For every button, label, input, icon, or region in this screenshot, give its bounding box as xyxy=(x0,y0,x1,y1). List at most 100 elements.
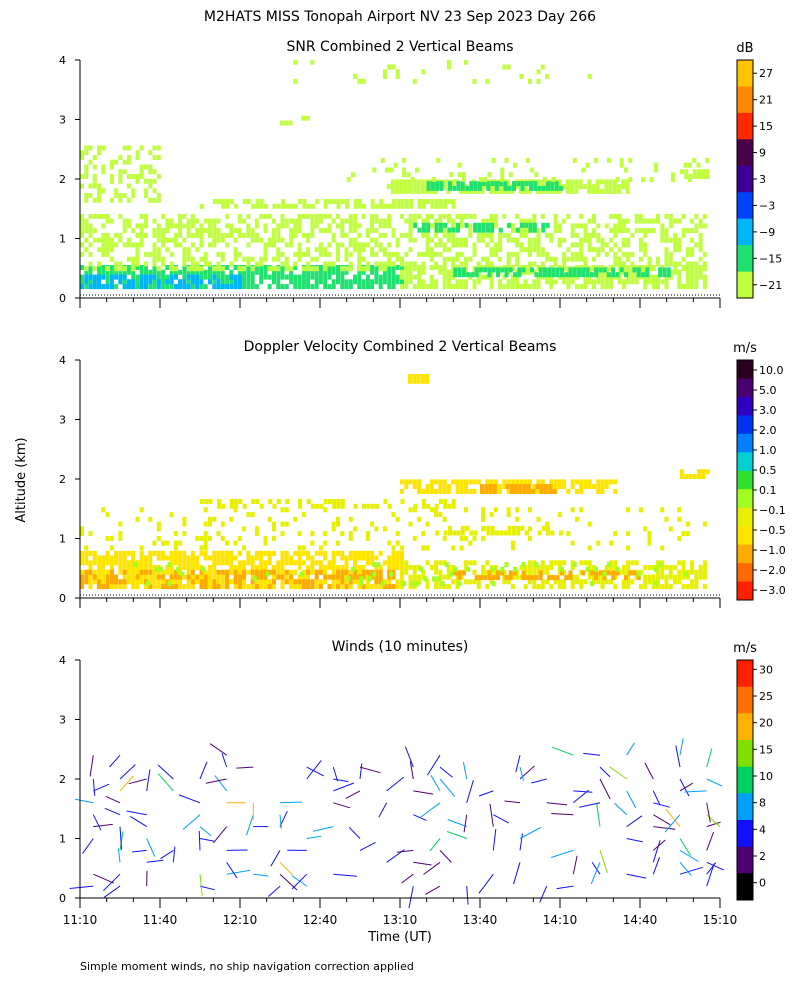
data-cell xyxy=(174,579,178,584)
wind-barb xyxy=(676,746,680,768)
data-cell xyxy=(404,560,408,565)
data-cell xyxy=(601,242,605,247)
data-cell xyxy=(80,184,84,189)
data-cell xyxy=(255,531,259,536)
barb-column xyxy=(645,763,676,874)
data-cell xyxy=(514,489,518,494)
data-cell xyxy=(221,556,225,561)
data-cell xyxy=(481,512,485,517)
data-cell xyxy=(466,272,470,277)
data-cell xyxy=(396,584,400,589)
data-cell xyxy=(84,169,88,174)
data-cell xyxy=(123,275,127,280)
data-cell xyxy=(558,484,562,489)
data-cell xyxy=(511,541,515,546)
data-cell xyxy=(520,74,524,79)
barb-column xyxy=(531,779,567,902)
data-cell xyxy=(558,242,562,247)
data-cell xyxy=(84,556,88,561)
data-cell xyxy=(395,189,399,194)
data-cell xyxy=(425,379,429,384)
data-cell xyxy=(217,575,221,580)
data-cell xyxy=(340,575,344,580)
data-cell xyxy=(404,265,408,270)
data-cell xyxy=(588,560,592,565)
data-cell xyxy=(523,489,527,494)
data-cell xyxy=(439,223,443,228)
data-cell xyxy=(671,177,675,182)
data-cell xyxy=(613,214,617,219)
data-cell xyxy=(538,531,542,536)
data-cell xyxy=(573,562,577,567)
data-cell xyxy=(182,214,186,219)
data-cell xyxy=(686,275,690,280)
data-cell xyxy=(408,379,412,384)
data-cell xyxy=(528,479,532,484)
data-cell xyxy=(502,479,506,484)
data-cell xyxy=(426,504,430,509)
data-cell xyxy=(174,575,178,580)
data-cell xyxy=(136,517,140,522)
data-cell xyxy=(148,179,152,184)
data-cell xyxy=(285,257,289,262)
data-cell xyxy=(84,575,88,580)
data-cell xyxy=(178,233,182,238)
data-cell xyxy=(592,189,596,194)
data-cell xyxy=(462,177,466,182)
data-cell xyxy=(401,499,405,504)
data-cell xyxy=(310,223,314,228)
data-cell xyxy=(592,233,596,238)
data-cell xyxy=(566,179,570,184)
data-cell xyxy=(208,242,212,247)
data-cell xyxy=(195,219,199,224)
y-tick-label: 1 xyxy=(59,233,66,246)
data-cell xyxy=(556,575,560,580)
data-cell xyxy=(336,265,340,270)
data-cell xyxy=(515,238,519,243)
data-cell xyxy=(84,193,88,198)
data-cell xyxy=(131,570,135,575)
data-cell xyxy=(448,531,452,536)
data-cell xyxy=(353,223,357,228)
data-cell xyxy=(212,517,216,522)
data-cell xyxy=(127,265,131,270)
data-cell xyxy=(559,186,563,191)
data-cell xyxy=(315,504,319,509)
data-cell xyxy=(110,238,114,243)
data-cell xyxy=(191,579,195,584)
data-cell xyxy=(191,284,195,289)
data-cell xyxy=(490,214,494,219)
y-tick-label: 4 xyxy=(59,654,66,667)
data-cell xyxy=(426,242,430,247)
data-cell xyxy=(212,584,216,589)
data-cell xyxy=(144,179,148,184)
data-cell xyxy=(225,223,229,228)
data-cell xyxy=(430,247,434,252)
data-cell xyxy=(579,238,583,243)
data-cell xyxy=(217,233,221,238)
data-cell xyxy=(89,223,93,228)
data-cell xyxy=(332,238,336,243)
data-cell xyxy=(609,238,613,243)
data-cell xyxy=(409,214,413,219)
data-cell xyxy=(229,565,233,570)
data-cell xyxy=(242,233,246,238)
data-cell xyxy=(114,233,118,238)
data-cell xyxy=(229,223,233,228)
data-cell xyxy=(315,279,319,284)
data-cell xyxy=(212,570,216,575)
data-cell xyxy=(694,242,698,247)
data-cell xyxy=(379,551,383,556)
data-cell xyxy=(366,504,370,509)
data-cell xyxy=(157,193,161,198)
data-cell xyxy=(336,517,340,522)
data-cell xyxy=(118,233,122,238)
wind-barb xyxy=(222,753,227,767)
data-cell xyxy=(421,279,425,284)
data-cell xyxy=(596,279,600,284)
data-cell xyxy=(238,575,242,580)
data-cell xyxy=(486,186,490,191)
data-cell xyxy=(571,233,575,238)
data-cell xyxy=(306,584,310,589)
wind-barb xyxy=(551,814,573,815)
